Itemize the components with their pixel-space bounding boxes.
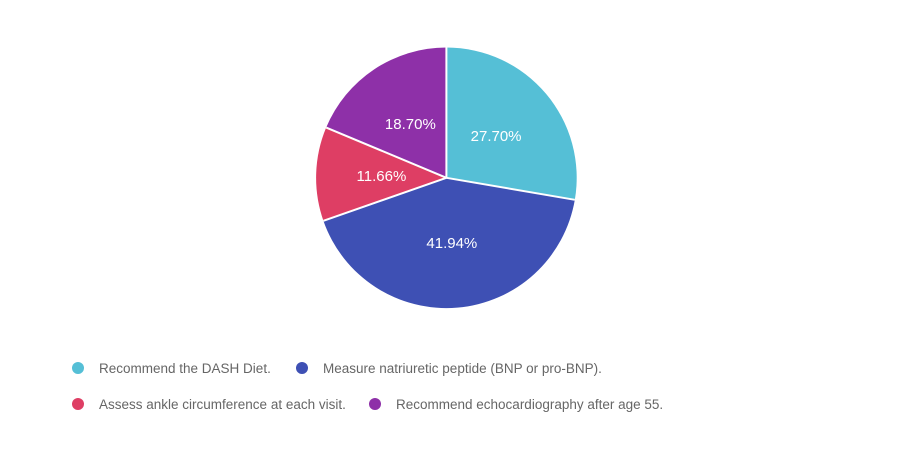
svg-text:27.70%: 27.70% [471, 128, 522, 145]
svg-text:18.70%: 18.70% [385, 116, 436, 133]
svg-text:11.66%: 11.66% [357, 168, 407, 185]
svg-text:41.94%: 41.94% [426, 235, 477, 252]
